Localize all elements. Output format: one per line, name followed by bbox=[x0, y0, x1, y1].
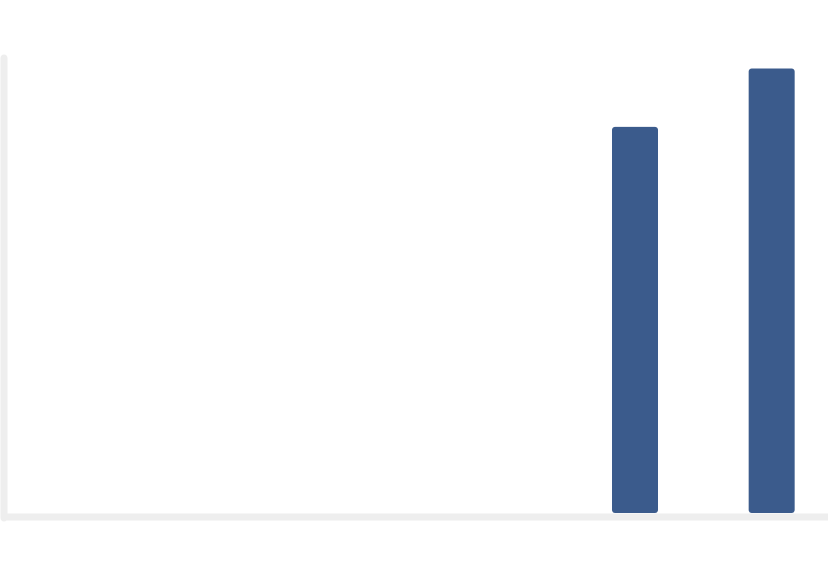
bar-series bbox=[612, 68, 795, 514]
bar-5 bbox=[612, 126, 658, 514]
bar-6 bbox=[748, 68, 795, 514]
